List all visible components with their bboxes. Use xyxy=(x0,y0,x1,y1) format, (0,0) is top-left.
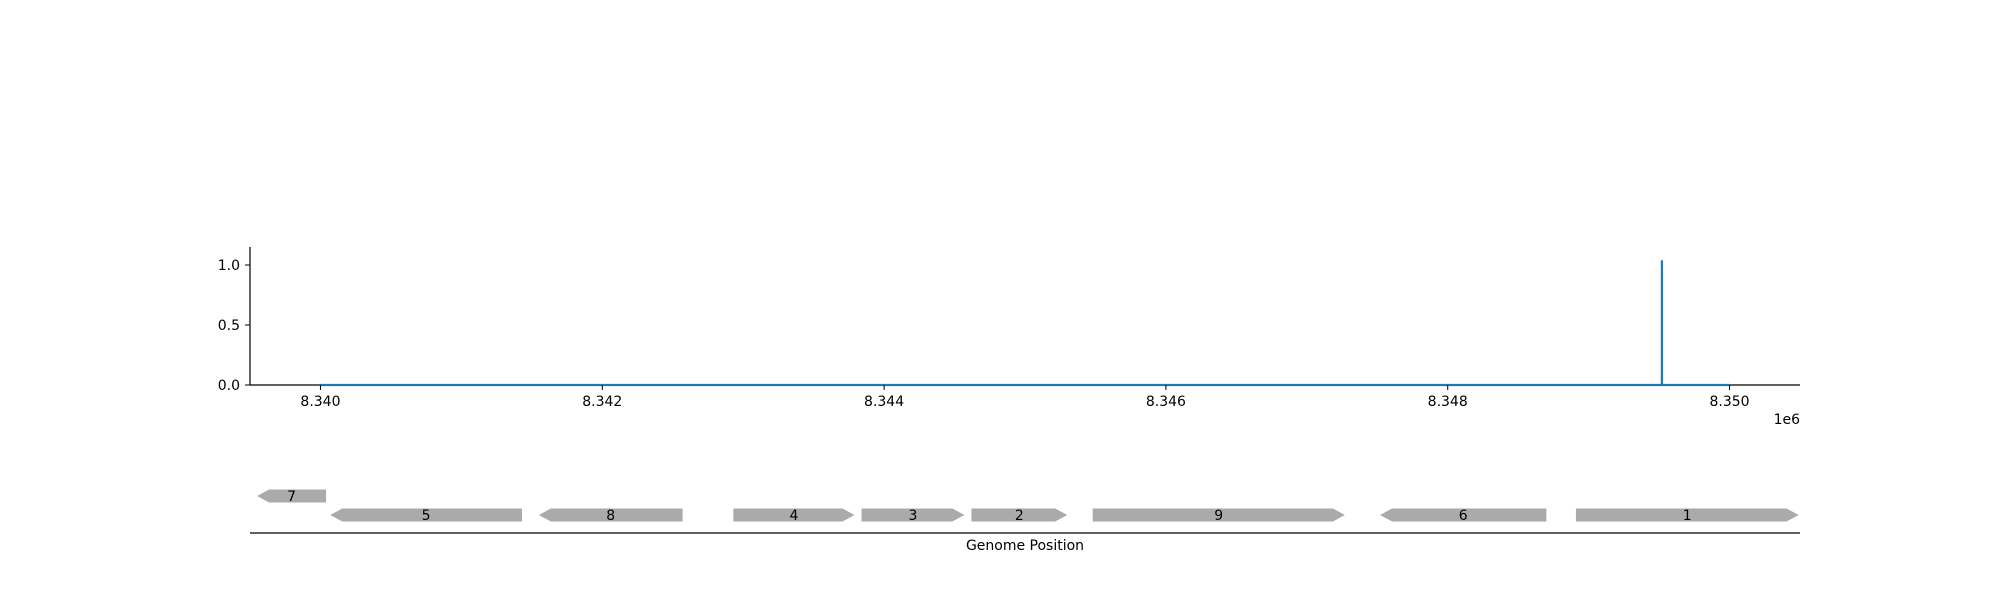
gene-arrow-6 xyxy=(1380,508,1547,522)
gene-label-5: 5 xyxy=(422,508,431,524)
series-line-0 xyxy=(320,260,1730,387)
x-tick-label: 8.348 xyxy=(1428,394,1468,410)
x-tick-label: 8.342 xyxy=(582,394,622,410)
x-tick-label: 8.346 xyxy=(1146,394,1186,410)
gene-arrow-2 xyxy=(971,508,1068,522)
gene-label-9: 9 xyxy=(1214,508,1223,524)
gene-label-7: 7 xyxy=(287,489,296,505)
x-ticks: 8.340 8.342 8.344 8.346 8.348 8.350 xyxy=(300,385,1750,410)
coverage-plot: 0.0 0.5 1.0 8.340 8.342 8.344 8.346 8.348 8.350… xyxy=(218,247,1800,428)
gene-layer: 7 5 8 4 3 2 9 6 1 xyxy=(257,489,1799,524)
series-layer xyxy=(320,260,1730,387)
gene-arrow-7 xyxy=(257,489,327,503)
x-offset-label: 1e6 xyxy=(1774,412,1801,428)
gene-label-2: 2 xyxy=(1015,508,1024,524)
y-tick-label: 1.0 xyxy=(218,258,240,274)
x-axis-label: Genome Position xyxy=(966,538,1084,554)
gene-arrow-3 xyxy=(861,508,965,522)
gene-label-3: 3 xyxy=(909,508,918,524)
y-tick-label: 0.0 xyxy=(218,378,240,394)
gene-arrow-4 xyxy=(733,508,855,522)
gene-arrow-5 xyxy=(330,508,522,522)
gene-arrow-8 xyxy=(538,508,683,522)
x-tick-label: 8.340 xyxy=(300,394,340,410)
y-tick-label: 0.5 xyxy=(218,318,240,334)
gene-track: 7 5 8 4 3 2 9 6 1 Genome Position xyxy=(250,489,1800,554)
gene-label-8: 8 xyxy=(606,508,615,524)
gene-label-1: 1 xyxy=(1683,508,1692,524)
gene-arrow-1 xyxy=(1575,508,1799,522)
gene-arrow-9 xyxy=(1092,508,1345,522)
y-ticks: 0.0 0.5 1.0 xyxy=(218,258,250,394)
gene-label-6: 6 xyxy=(1459,508,1468,524)
gene-label-4: 4 xyxy=(789,508,798,524)
x-tick-label: 8.344 xyxy=(864,394,904,410)
x-tick-label: 8.350 xyxy=(1709,394,1749,410)
